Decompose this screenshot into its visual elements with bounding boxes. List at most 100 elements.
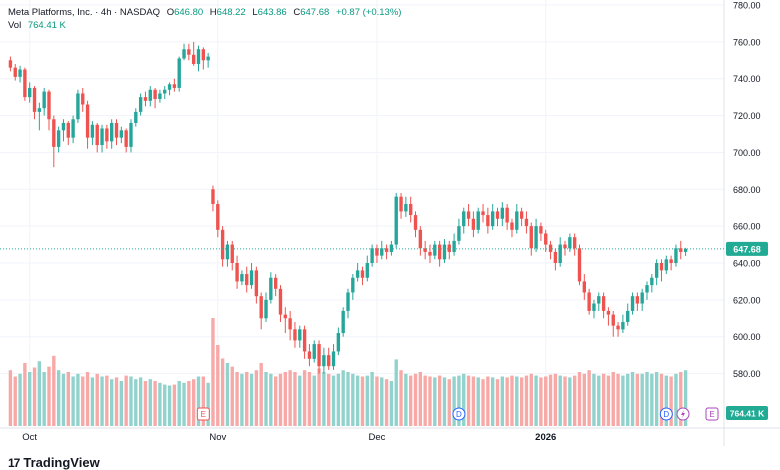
candle-body <box>90 124 95 138</box>
candle-body <box>380 248 384 256</box>
candle-body <box>269 277 273 300</box>
last-price-tag <box>726 241 768 256</box>
volume-bar <box>56 370 61 426</box>
candle-body <box>365 263 369 278</box>
volume-bar <box>225 363 230 426</box>
candle-body <box>486 215 490 227</box>
candle-body <box>201 49 206 61</box>
candle-body <box>650 277 654 286</box>
volume-bar <box>341 370 345 426</box>
candle-body <box>563 244 567 249</box>
volume-bar <box>71 376 75 426</box>
volume-value: 764.41 K <box>27 20 66 31</box>
volume-bar <box>524 375 529 426</box>
chart-legend: Meta Platforms, Inc. · 4h · NASDAQ O646.… <box>8 6 401 32</box>
volume-bar <box>81 376 85 426</box>
candle-body <box>447 244 451 252</box>
volume-bar <box>389 381 394 426</box>
candle-body <box>355 270 360 278</box>
volume-bar <box>23 363 27 426</box>
high-label: H <box>209 7 217 18</box>
candle-body <box>138 97 143 112</box>
candle-body <box>8 60 13 68</box>
volume-bar <box>577 372 582 426</box>
x-tick-label: Oct <box>22 432 37 443</box>
volume-bar <box>510 375 514 426</box>
candle-body <box>47 91 51 120</box>
volume-bar <box>505 377 509 426</box>
candle-body <box>196 49 201 64</box>
volume-bar <box>428 376 432 426</box>
volume-bar <box>679 372 683 426</box>
volume-bar <box>32 367 37 426</box>
candle-body <box>245 274 249 286</box>
candle-body <box>302 329 307 352</box>
candle-body <box>471 218 476 230</box>
candle-body <box>264 299 268 319</box>
candle-body <box>143 97 148 101</box>
candle-body <box>124 130 128 147</box>
candle-body <box>134 111 138 123</box>
volume-bar <box>264 372 268 426</box>
volume-bar <box>563 376 567 426</box>
volume-bar <box>611 372 615 426</box>
volume-bar <box>196 376 201 426</box>
volume-bar <box>95 373 99 426</box>
candle-body <box>100 128 104 146</box>
tradingview-brand[interactable]: 17 TradingView <box>8 455 100 470</box>
volume-bar <box>230 366 234 426</box>
candle-body <box>611 314 615 326</box>
candle-body <box>466 211 471 219</box>
candle-body <box>191 54 196 64</box>
volume-bar <box>645 372 649 426</box>
y-tick-label: 680.00 <box>733 185 761 195</box>
candle-body <box>375 248 379 256</box>
candle-body <box>481 211 485 216</box>
candle-body <box>351 277 355 293</box>
volume-bar <box>466 375 471 426</box>
volume-bar <box>288 370 292 426</box>
event-marker-label: E <box>201 410 206 419</box>
candle-body <box>56 130 61 147</box>
candle-body <box>312 344 316 359</box>
earnings-marker <box>705 407 719 421</box>
volume-bar <box>471 376 476 426</box>
candle-body <box>66 122 70 138</box>
candle-body <box>510 222 514 230</box>
volume-bar <box>61 373 66 426</box>
open-value: 646.80 <box>174 7 204 18</box>
volume-bar <box>18 373 22 426</box>
volume-bar <box>616 373 620 426</box>
volume-bar <box>211 318 215 426</box>
candle-body <box>341 310 345 334</box>
candle-body <box>384 248 389 252</box>
candle-body <box>399 196 403 212</box>
candle-body <box>534 226 538 249</box>
volume-bar <box>558 375 562 426</box>
candle-body <box>216 204 220 230</box>
volume-bar <box>423 375 427 426</box>
volume-bar <box>572 375 577 426</box>
candle-body <box>616 325 620 330</box>
volume-bar <box>626 373 630 426</box>
volume-bar <box>37 361 42 426</box>
candle-body <box>544 233 548 245</box>
volume-bar <box>307 372 312 426</box>
volume-bar <box>370 372 374 426</box>
volume-bar <box>418 372 423 426</box>
volume-bar <box>568 377 572 426</box>
candle-body <box>182 49 186 59</box>
y-tick-label: 660.00 <box>733 222 761 232</box>
candle-body <box>163 89 167 94</box>
candle-body <box>418 229 423 249</box>
volume-bar <box>254 370 259 426</box>
candle-body <box>283 314 287 319</box>
candle-body <box>42 91 46 109</box>
candle-body <box>553 251 558 263</box>
candle-body <box>669 259 673 263</box>
candle-body <box>225 244 230 260</box>
volume-bar <box>447 379 451 426</box>
candle-body <box>110 122 114 142</box>
candle-body <box>645 285 649 293</box>
